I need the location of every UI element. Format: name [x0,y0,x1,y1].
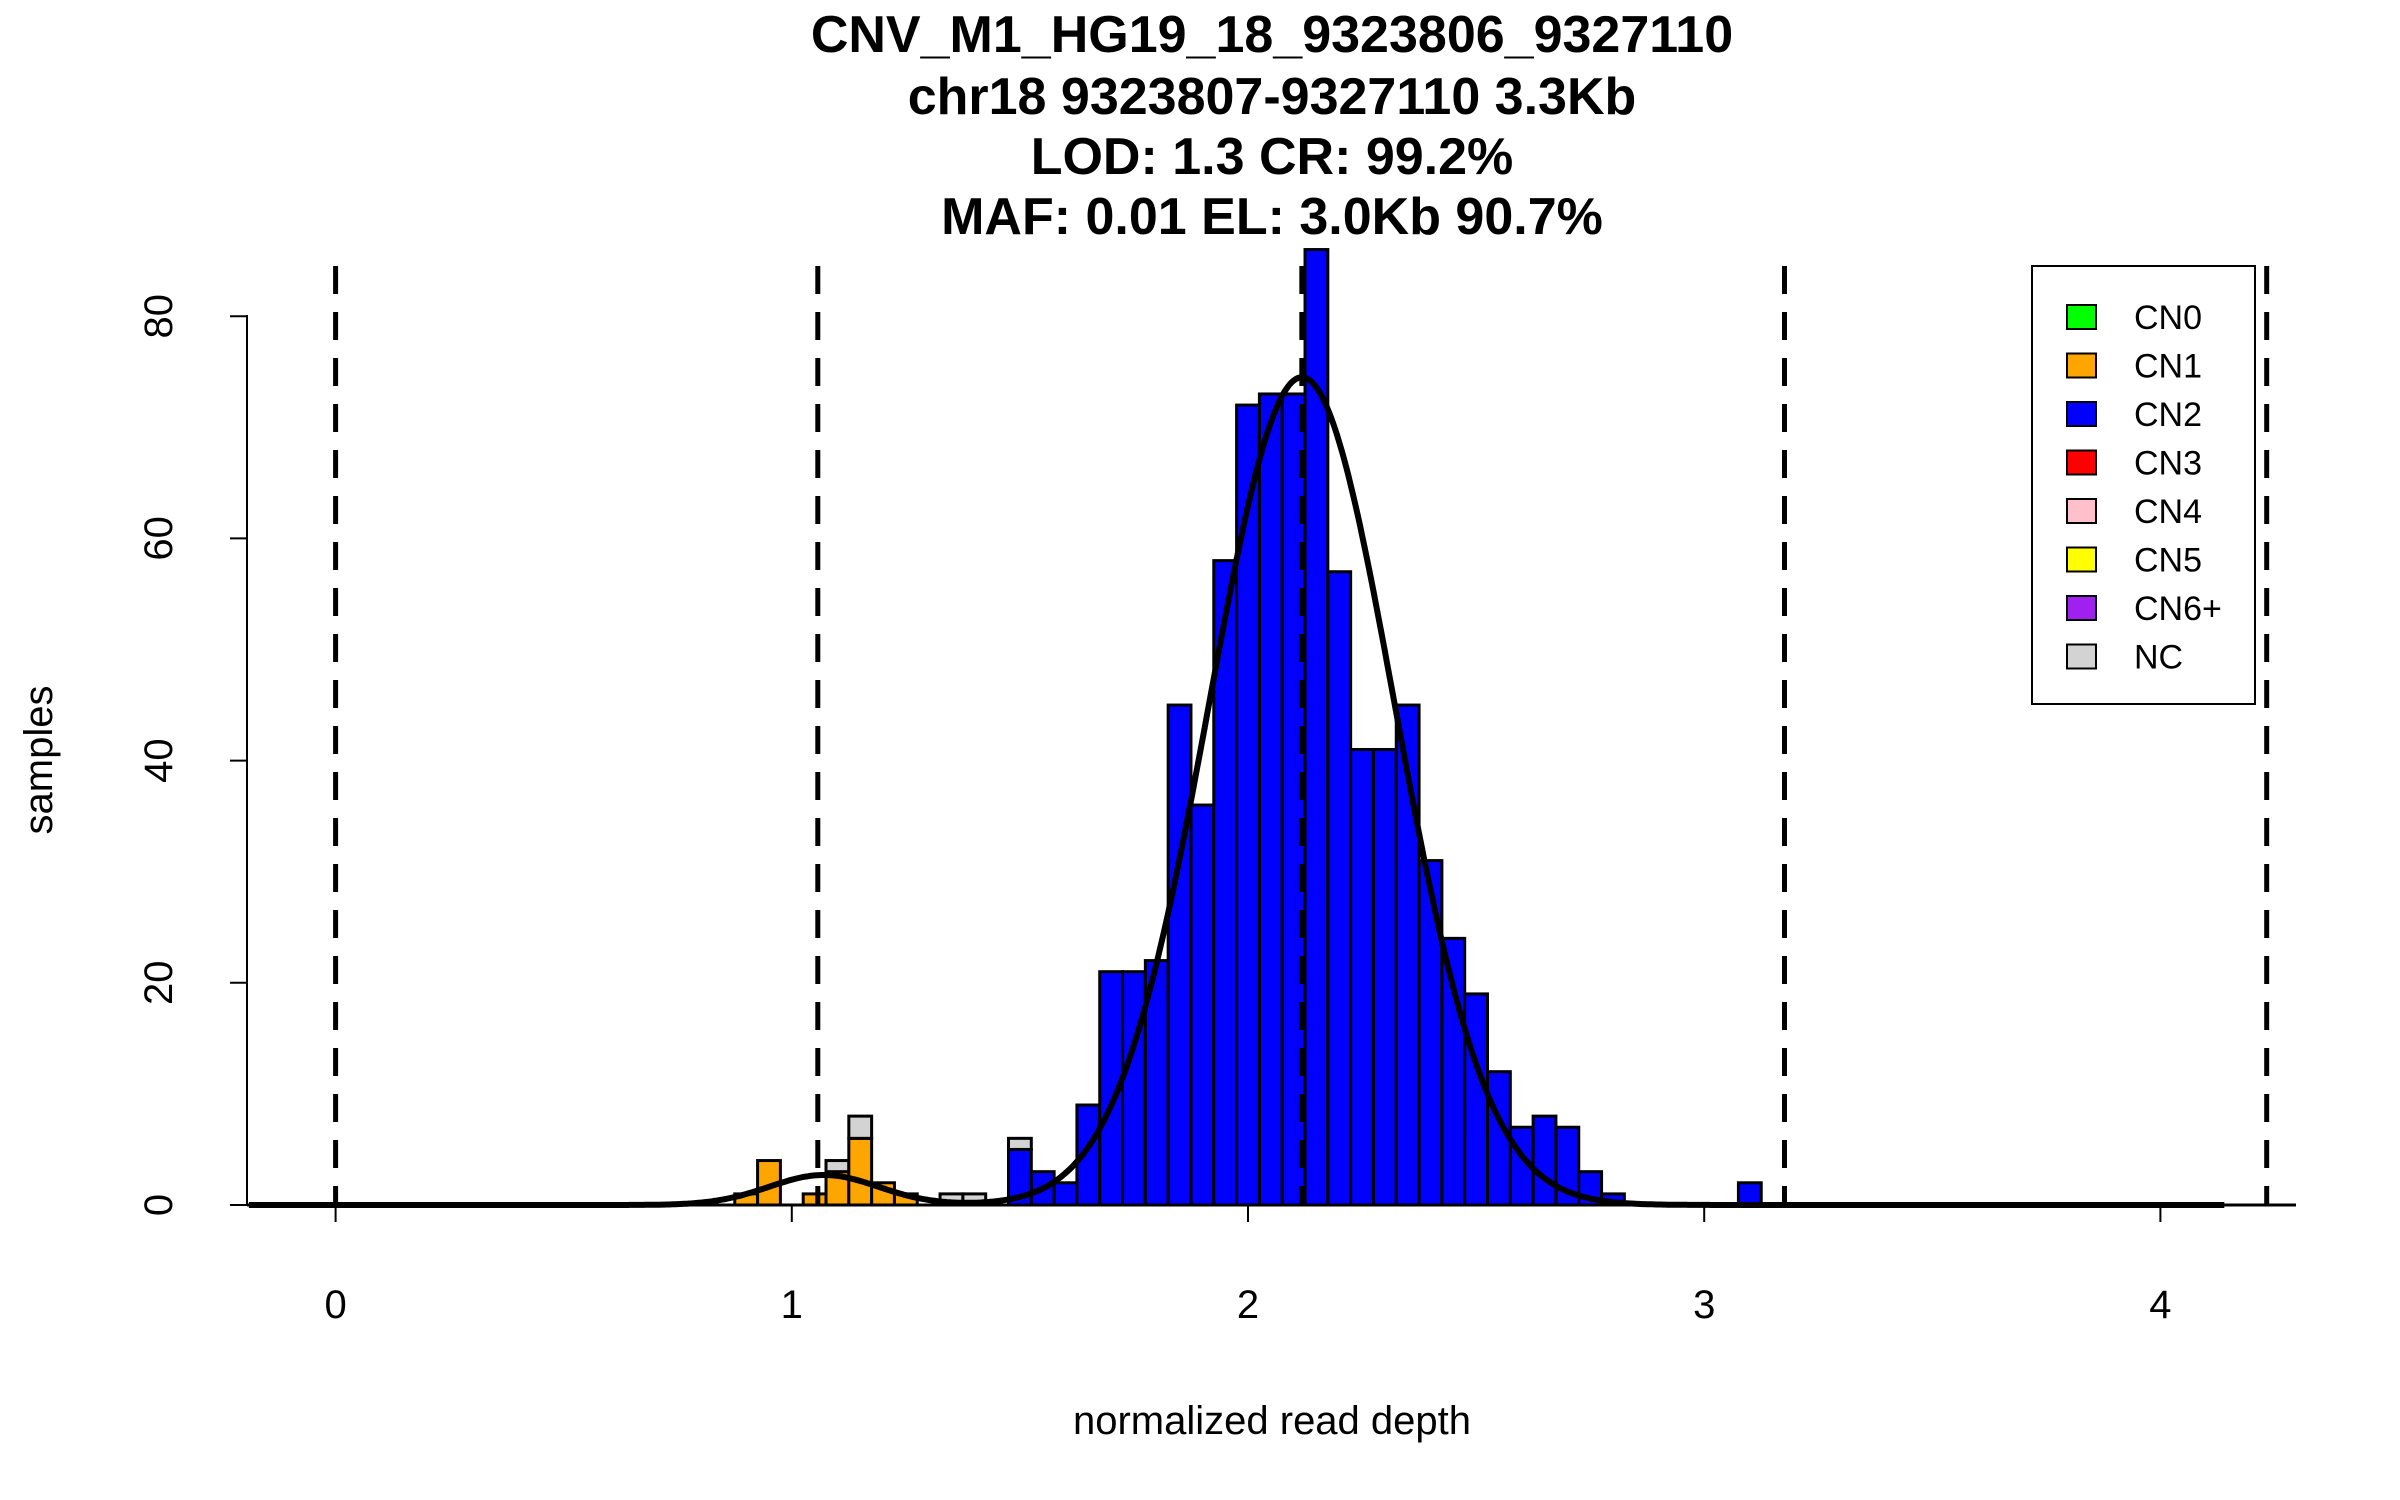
histogram-bar-cn2 [1349,747,1375,1207]
histogram-bar-cn2 [1189,803,1216,1207]
y-tick-label: 60 [137,516,181,561]
histogram-bar-nc [824,1159,851,1174]
x-tick-label: 2 [1237,1283,1259,1327]
legend-swatch-cn6plus [2066,595,2097,621]
histogram-bar-cn2 [1736,1181,1763,1207]
legend-swatch-cn4 [2066,498,2097,524]
x-tick-label: 4 [2149,1283,2171,1327]
legend-label: CN1 [2134,348,2202,386]
x-tick-label: 0 [324,1283,346,1327]
chart-title-line-2: chr18 9323807-9327110 3.3Kb [908,68,1637,126]
histogram-bar-cn2 [1257,392,1284,1207]
histogram-bar-nc [847,1114,874,1140]
y-tick-label: 80 [137,294,181,339]
x-ticks-group: 0 1 2 3 4 [324,1205,2172,1327]
legend-swatch-cn2 [2066,401,2097,427]
legend-label: CN3 [2134,445,2202,483]
chart-title-line-3: LOD: 1.3 CR: 99.2% [1031,128,1514,186]
y-ticks-group: 0 20 40 60 80 [137,294,247,1216]
chart-title-line-1: CNV_M1_HG19_18_9323806_9327110 [811,6,1733,64]
legend-label: CN4 [2134,493,2202,531]
histogram-bar-cn2 [1417,859,1444,1207]
x-tick-label: 1 [781,1283,803,1327]
legend-swatch-nc [2066,643,2097,670]
legend-label: CN6+ [2134,590,2222,628]
legend-label: CN2 [2134,396,2202,434]
histogram-bar-cn2 [1531,1114,1558,1207]
legend-swatch-cn3 [2066,449,2097,476]
dashed-lines-group [333,266,2270,1205]
x-axis-label: normalized read depth [1073,1399,1471,1443]
histogram-bar-cn2 [1463,992,1490,1207]
y-tick-label: 0 [137,1194,181,1216]
legend-label: CN0 [2134,299,2202,337]
chart-title-line-4: MAF: 0.01 EL: 3.0Kb 90.7% [941,188,1603,246]
bars-group [733,248,1763,1207]
histogram-bar-cn1 [847,1136,874,1207]
x-tick-label: 3 [1693,1283,1715,1327]
histogram-bar-cn2 [1052,1181,1079,1207]
legend-swatch-cn0 [2066,304,2097,330]
legend-swatch-cn1 [2066,352,2097,379]
legend: CN0 CN1 CN2 CN3 CN4 CN5 CN6+ NC [2031,265,2256,705]
legend-label: CN5 [2134,542,2202,580]
histogram-bar-cn2 [1235,403,1261,1207]
histogram-bar-cn2 [1121,970,1147,1207]
legend-label: NC [2134,639,2183,677]
histogram-bar-cn2 [1166,703,1193,1207]
histogram-bar-cn2 [1326,570,1353,1207]
histogram-bar-cn2 [1371,747,1398,1207]
histogram-bar-cn1 [801,1192,828,1207]
legend-swatch-cn5 [2066,546,2097,573]
histogram-bar-nc [1006,1136,1033,1151]
y-axis-label: samples [17,686,61,835]
legend-box [2031,265,2256,705]
y-tick-label: 40 [137,738,181,783]
y-tick-label: 20 [137,961,181,1006]
